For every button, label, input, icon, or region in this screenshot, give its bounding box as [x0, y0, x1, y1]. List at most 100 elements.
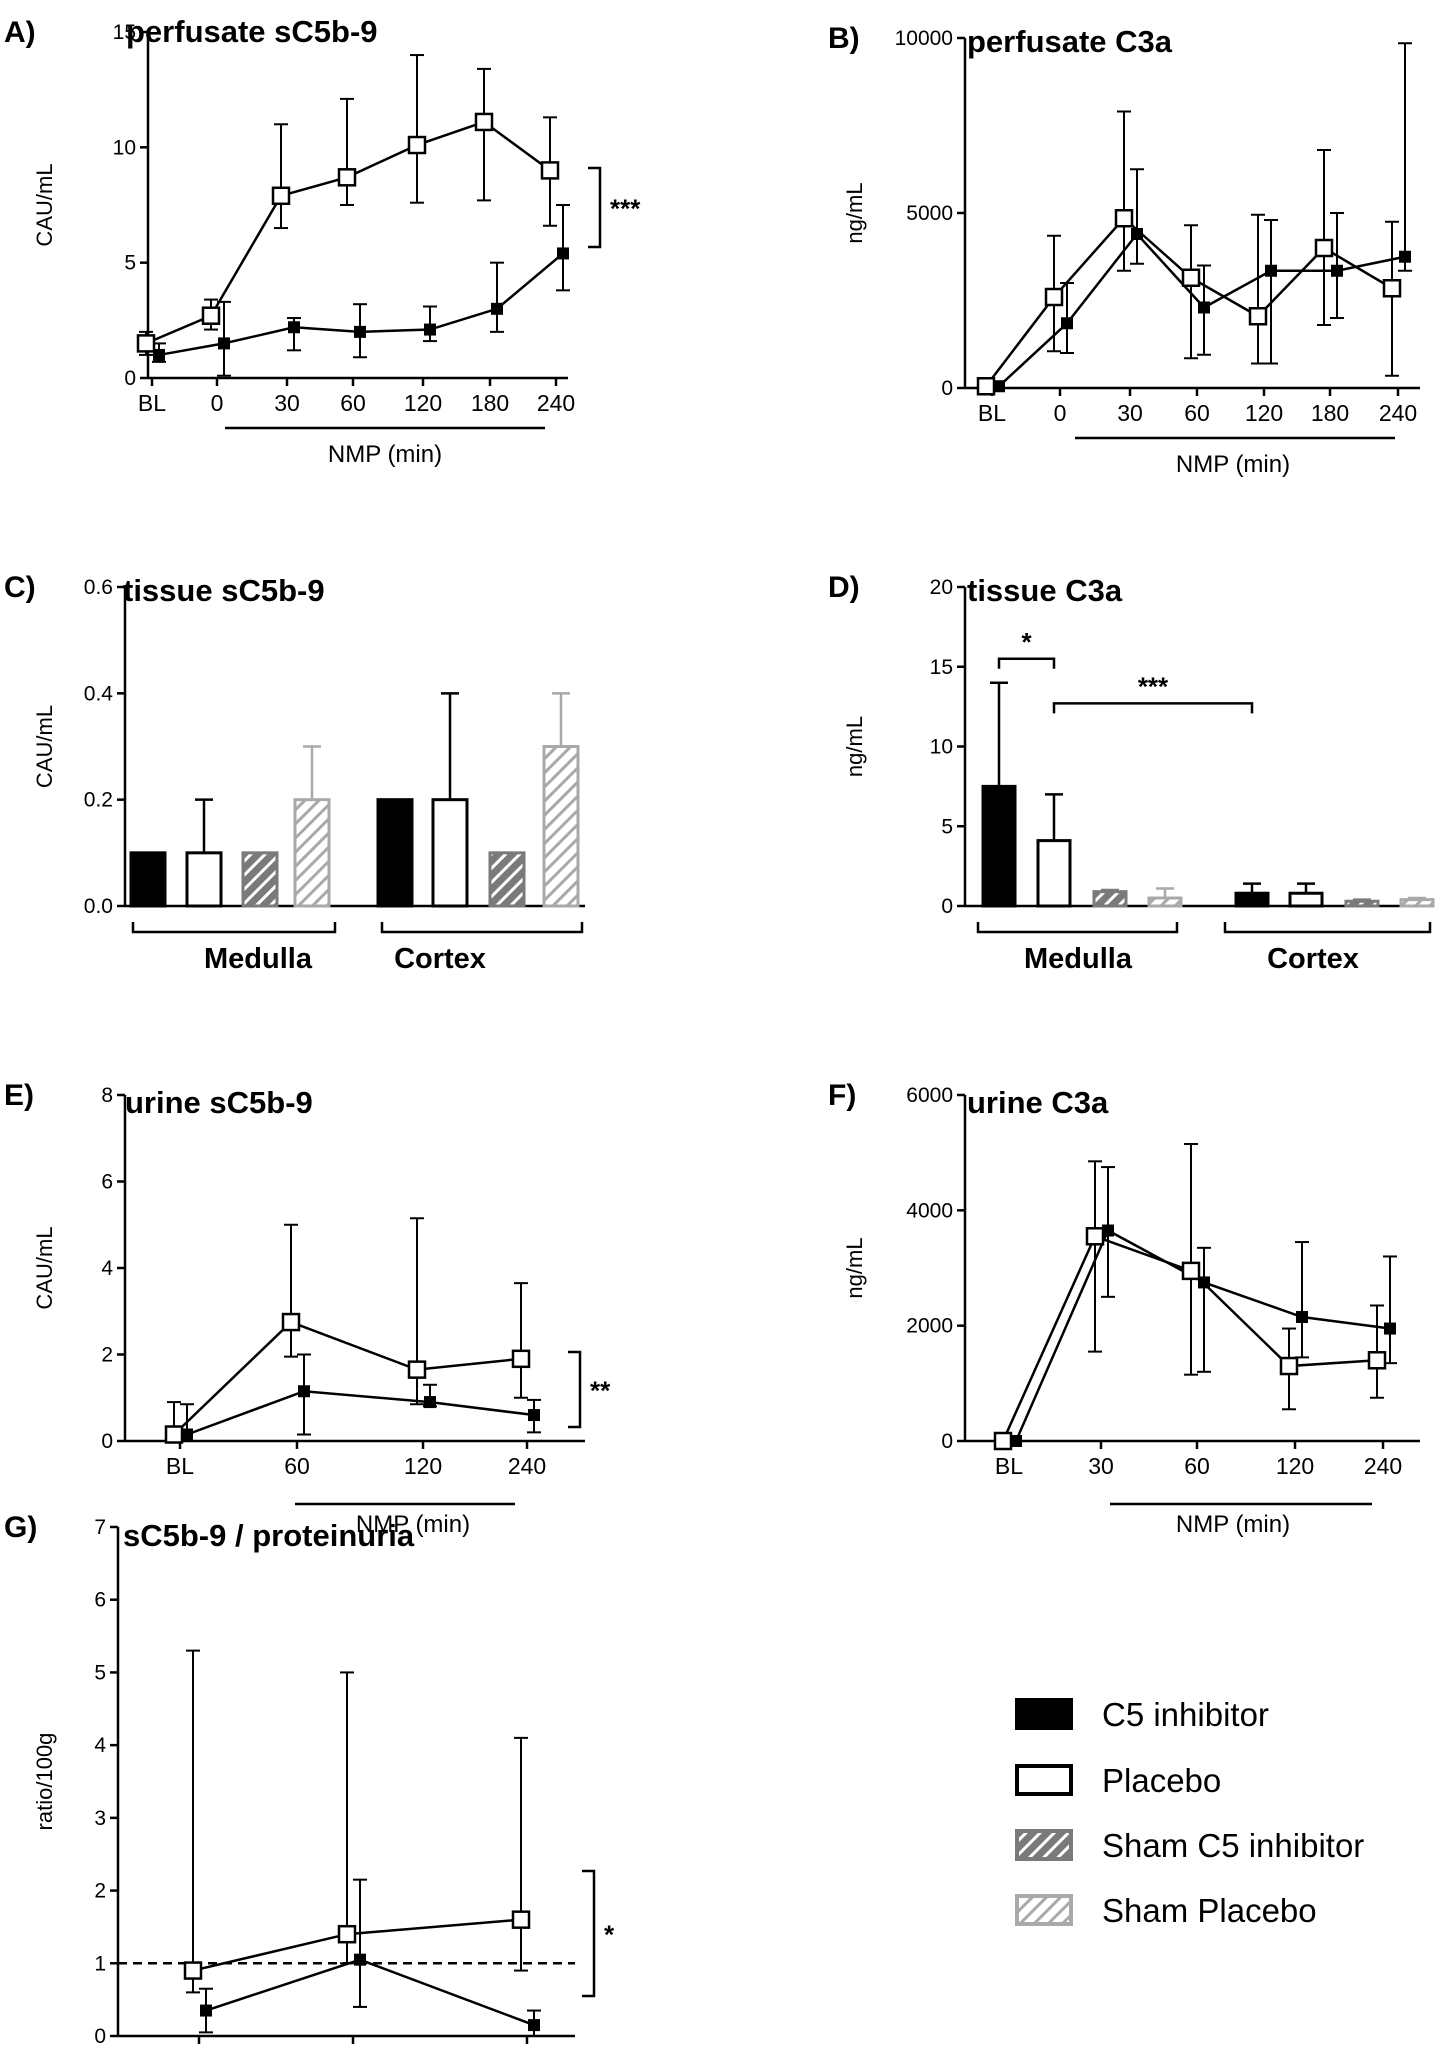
data-point-c5-inhibitor	[1331, 264, 1343, 277]
bar-open	[431, 798, 469, 908]
bar-open	[1288, 891, 1324, 908]
legend-swatch-open	[1015, 1764, 1073, 1796]
legend-label: Placebo	[1102, 1762, 1221, 1799]
series-line-open	[173, 1320, 522, 1436]
data-point-placebo	[1114, 209, 1134, 228]
significance-bracket	[1052, 702, 1254, 714]
y-tick-label: 2	[94, 1880, 106, 1903]
panel-letter: D)	[828, 571, 860, 604]
x-tick-label: 180	[1311, 400, 1349, 426]
panel-title: urine C3a	[967, 1085, 1109, 1120]
y-tick-label: 15	[113, 21, 136, 44]
y-tick-label: 0.6	[84, 576, 113, 599]
data-point-placebo	[474, 112, 494, 132]
group-bracket	[131, 922, 337, 934]
y-tick-label: 4	[101, 1257, 113, 1280]
significance-label: ***	[610, 194, 641, 224]
data-point-placebo	[183, 1961, 203, 1980]
panel-C: 0.0 0.2 0.4 0.6 C) tissue sC5b-9 CAU/mL Medulla…	[4, 571, 585, 975]
data-point-c5-inhibitor	[354, 1953, 366, 1966]
data-point-c5-inhibitor	[1265, 264, 1277, 277]
significance-bracket	[582, 1869, 596, 1998]
data-point-c5-inhibitor	[1399, 250, 1411, 263]
data-point-c5-inhibitor	[528, 2019, 540, 2032]
group-label: Medulla	[1024, 943, 1133, 975]
y-axis-label: CAU/mL	[32, 705, 57, 788]
x-tick-label: BL	[978, 400, 1006, 426]
panel-E: 0 2 4 6 8 E) urine sC5b-9 CAU/mL BL 60 120 240 NMP (…	[4, 1079, 611, 1538]
x-tick-label: 60	[1184, 400, 1210, 426]
x-axis-label: NMP (min)	[356, 1511, 470, 1538]
y-tick-label: 5	[124, 252, 136, 275]
significance-label: *	[1021, 627, 1032, 657]
panel-letter: F)	[828, 1079, 856, 1112]
significance-bracket	[588, 166, 602, 249]
x-tick-label: 240	[1379, 400, 1417, 426]
data-point-c5-inhibitor	[424, 323, 436, 336]
y-tick-label: 10000	[895, 27, 953, 50]
x-tick-label: BL	[166, 1453, 194, 1479]
x-tick-label: 240	[537, 390, 575, 416]
significance-label: *	[604, 1920, 615, 1950]
bar-open	[1036, 839, 1072, 908]
bar-open	[185, 851, 223, 908]
legend-label: C5 inhibitor	[1102, 1696, 1269, 1733]
panel-F: 0 2000 4000 6000 F) urine C3a ng/mL BL 30 60 120 24…	[828, 1079, 1420, 1538]
data-point-c5-inhibitor	[1010, 1435, 1022, 1447]
panel-B: 0 5000 10000 B) perfusate C3a ng/mL BL 0 30 60 120…	[828, 22, 1420, 478]
group-label: Cortex	[1267, 943, 1359, 975]
bar-solid	[1234, 891, 1270, 908]
y-axis-label: ng/mL	[842, 1237, 867, 1298]
data-point-placebo	[201, 306, 221, 325]
data-point-placebo	[281, 1312, 301, 1332]
data-point-c5-inhibitor	[288, 321, 300, 334]
data-point-placebo	[136, 334, 156, 353]
data-point-placebo	[164, 1425, 184, 1444]
significance-bracket	[568, 1350, 582, 1429]
data-point-c5-inhibitor	[491, 302, 503, 315]
data-point-placebo	[1044, 287, 1064, 307]
data-point-placebo	[337, 1924, 357, 1944]
x-tick-label: 30	[1088, 1453, 1114, 1479]
y-tick-label: 0.0	[84, 895, 113, 918]
x-tick-label: 180	[471, 390, 509, 416]
data-point-c5-inhibitor	[1198, 301, 1210, 314]
y-tick-label: 0	[941, 895, 953, 918]
x-tick-label: 240	[1364, 1453, 1402, 1479]
y-tick-label: 0	[124, 367, 136, 390]
legend-swatch-hatch-light	[1015, 1894, 1073, 1926]
y-tick-label: 7	[94, 1516, 106, 1539]
data-point-c5-inhibitor	[1384, 1322, 1396, 1335]
data-point-c5-inhibitor	[1061, 317, 1073, 330]
panel-letter: G)	[4, 1511, 37, 1544]
y-tick-label: 3	[94, 1807, 106, 1830]
y-tick-label: 5	[941, 815, 953, 838]
x-tick-label: 0	[211, 390, 224, 416]
data-point-c5-inhibitor	[181, 1428, 193, 1441]
x-axis-label: NMP (min)	[1176, 451, 1290, 478]
x-tick-label: 240	[508, 2048, 546, 2050]
y-tick-label: 0	[101, 1430, 113, 1453]
y-tick-label: 6000	[906, 1084, 953, 1107]
y-tick-label: 6	[101, 1171, 113, 1194]
panel-title: urine sC5b-9	[125, 1085, 313, 1120]
y-axis-label: ng/mL	[842, 716, 867, 777]
data-point-c5-inhibitor	[298, 1385, 310, 1398]
y-tick-label: 0	[94, 2025, 106, 2048]
data-point-c5-inhibitor	[354, 325, 366, 338]
data-point-placebo	[1367, 1351, 1387, 1370]
group-label: Medulla	[204, 943, 313, 975]
x-tick-label: 120	[1245, 400, 1283, 426]
significance-label: **	[590, 1376, 611, 1406]
y-tick-label: 0	[941, 377, 953, 400]
x-tick-label: 60	[1184, 1453, 1210, 1479]
bar-hatch-light	[1147, 896, 1183, 908]
bar-hatch-dark	[488, 851, 526, 908]
data-point-placebo	[993, 1431, 1013, 1451]
y-tick-label: 20	[930, 576, 953, 599]
y-tick-label: 4	[94, 1734, 106, 1757]
x-tick-label: 120	[1276, 1453, 1314, 1479]
